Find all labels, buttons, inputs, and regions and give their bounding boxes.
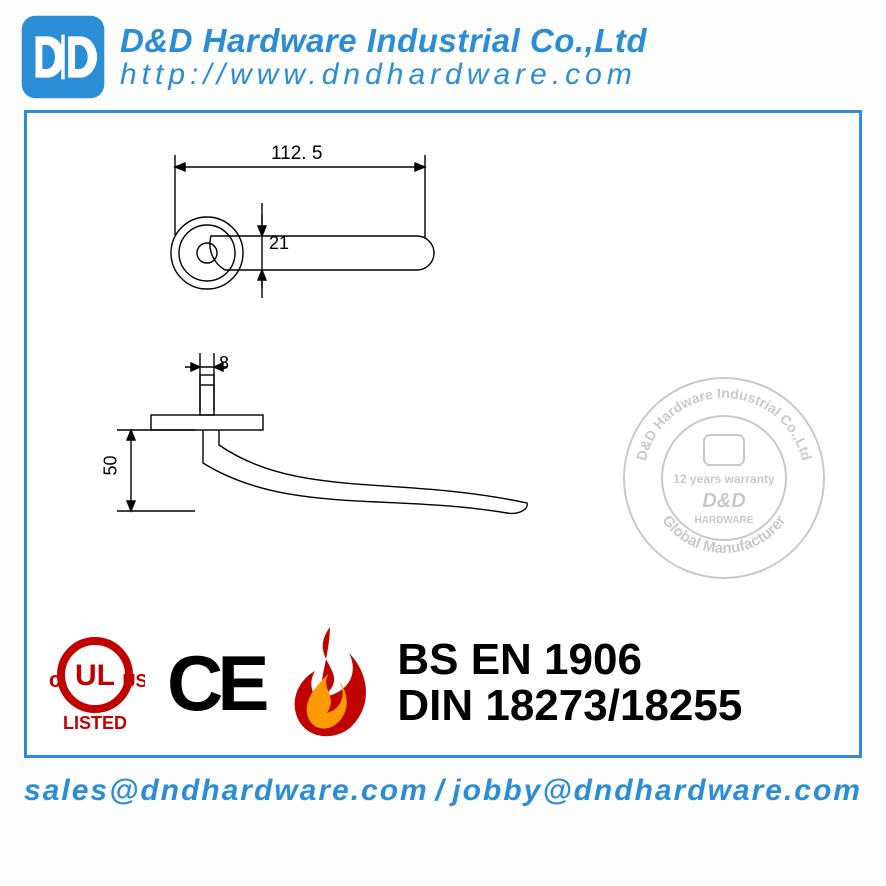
svg-text:D&D: D&D [702, 490, 745, 512]
svg-text:12 years warranty: 12 years warranty [673, 472, 775, 486]
email-sep: / [435, 774, 445, 808]
ul-listed-badge: UL c US LISTED [45, 633, 145, 733]
warranty-seal: D&D Hardware Industrial Co.,Ltd Global M… [619, 373, 829, 583]
standard-din: DIN 18273/18255 [397, 683, 742, 729]
email-sales: sales@dndhardware.com [24, 774, 429, 808]
svg-text:D&D Hardware Industrial Co.,Lt: D&D Hardware Industrial Co.,Ltd [633, 385, 815, 462]
dim-width: 112. 5 [271, 143, 322, 165]
header: D&D Hardware Industrial Co.,Ltd http://w… [0, 0, 886, 106]
email-jobby: jobby@dndhardware.com [452, 774, 862, 808]
cert-row: UL c US LISTED CE BS EN 1906 DIN 18273/1… [45, 623, 841, 743]
svg-text:c: c [49, 667, 61, 692]
company-url: http://www.dndhardware.com [120, 58, 647, 92]
company-logo [20, 14, 106, 100]
dim-thickness: 21 [269, 233, 289, 254]
company-name: D&D Hardware Industrial Co.,Ltd [120, 22, 647, 60]
ce-mark: CE [167, 638, 263, 729]
standards-text: BS EN 1906 DIN 18273/18255 [397, 637, 742, 729]
svg-text:UL: UL [75, 659, 115, 692]
dim-height: 50 [101, 455, 122, 475]
svg-text:US: US [122, 671, 145, 691]
svg-text:HARDWARE: HARDWARE [695, 515, 754, 526]
spec-frame: 112. 5 21 8 50 D&D Hardware Industrial C… [24, 110, 862, 758]
header-text: D&D Hardware Industrial Co.,Ltd http://w… [120, 22, 647, 92]
svg-text:LISTED: LISTED [63, 713, 127, 733]
footer: sales@dndhardware.com / jobby@dndhardwar… [24, 774, 862, 808]
standard-bs: BS EN 1906 [397, 637, 742, 683]
fire-rated-icon [285, 623, 375, 743]
technical-drawing: 112. 5 21 8 50 [87, 143, 607, 583]
dim-spindle: 8 [219, 353, 229, 374]
